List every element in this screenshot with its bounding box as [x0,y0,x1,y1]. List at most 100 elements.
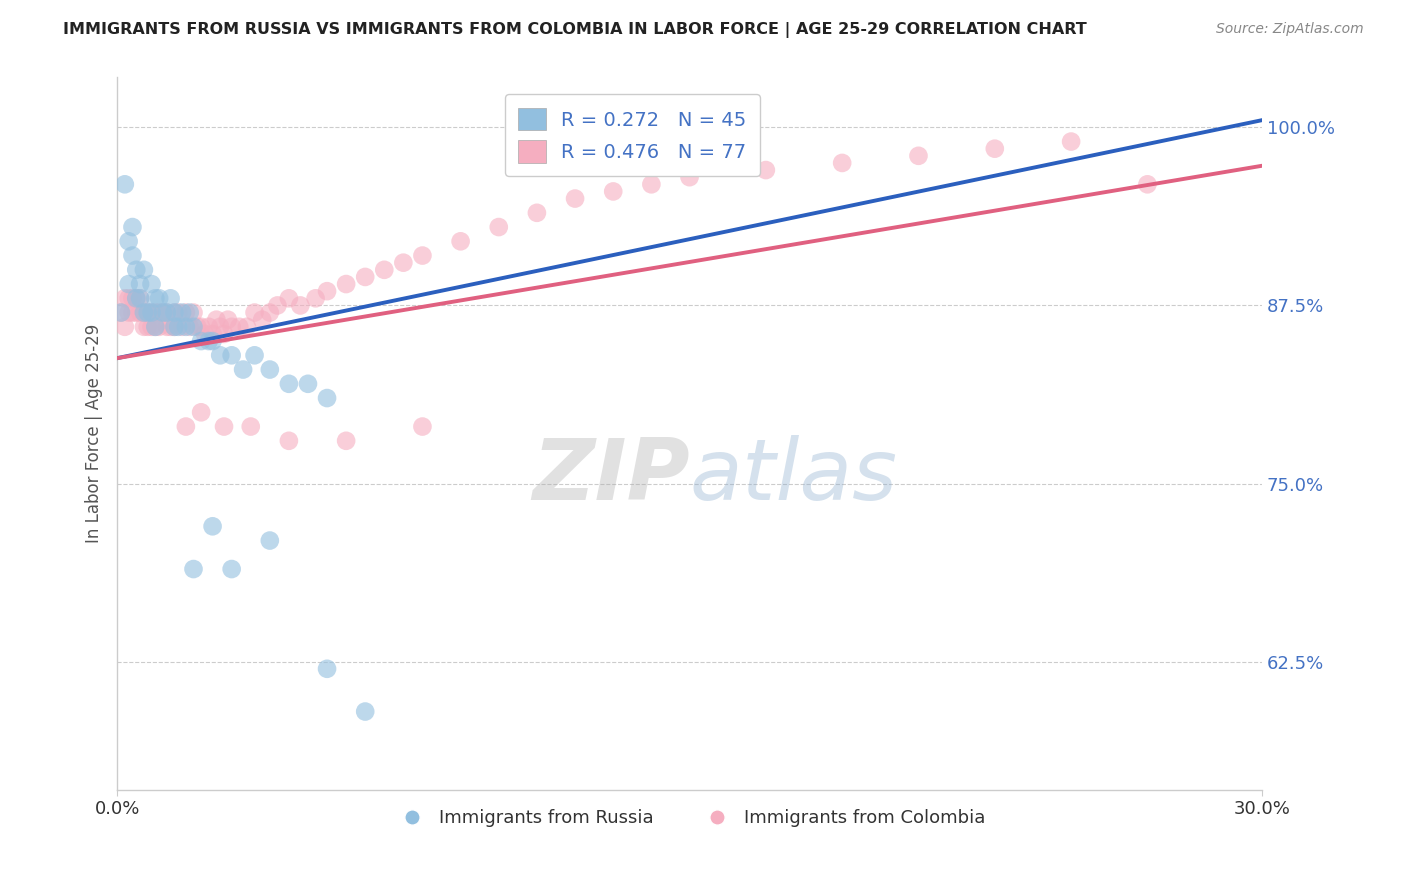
Point [148,305,170,319]
Point [450,235,472,249]
Point [110,305,132,319]
Point [1136,178,1159,192]
Point [678,170,700,185]
Point [121,220,143,235]
Point [217,312,239,326]
Point [141,277,163,291]
Point [194,326,217,341]
Point [602,185,624,199]
Text: Source: ZipAtlas.com: Source: ZipAtlas.com [1216,22,1364,37]
Point [373,262,395,277]
Point [186,319,208,334]
Point [183,319,205,334]
Point [250,312,273,326]
Point [129,291,152,305]
Point [132,305,155,319]
Point [197,319,219,334]
Point [201,334,224,348]
Point [141,305,163,319]
Point [121,291,143,305]
Point [170,319,193,334]
Point [304,291,326,305]
Point [156,305,179,319]
Point [152,305,174,319]
Point [316,284,339,298]
Point [117,235,139,249]
Point [354,269,377,284]
Point [243,305,266,319]
Point [984,142,1007,156]
Point [221,348,243,362]
Point [136,319,159,334]
Point [236,319,259,334]
Point [132,319,155,334]
Point [129,305,152,319]
Point [201,326,224,341]
Point [152,305,174,319]
Point [316,662,339,676]
Text: ZIP: ZIP [531,435,689,518]
Point [232,362,254,376]
Point [167,319,190,334]
Point [110,305,132,319]
Point [163,319,186,334]
Point [277,434,299,448]
Point [159,291,181,305]
Point [190,319,212,334]
Point [354,705,377,719]
Point [174,419,197,434]
Point [259,533,281,548]
Point [179,319,201,334]
Point [141,305,163,319]
Point [159,319,181,334]
Point [121,305,143,319]
Point [335,434,357,448]
Point [392,255,415,269]
Point [125,291,148,305]
Point [212,326,235,341]
Point [114,319,136,334]
Point [163,305,186,319]
Point [125,291,148,305]
Point [183,305,205,319]
Point [156,305,179,319]
Point [297,376,319,391]
Point [831,156,853,170]
Point [117,277,139,291]
Legend: Immigrants from Russia, Immigrants from Colombia: Immigrants from Russia, Immigrants from … [387,802,993,834]
Point [170,305,193,319]
Point [129,277,152,291]
Point [114,178,136,192]
Point [290,298,312,312]
Point [143,305,166,319]
Point [526,206,548,220]
Point [209,319,232,334]
Point [640,178,662,192]
Point [316,391,339,405]
Point [212,419,235,434]
Point [243,348,266,362]
Point [141,319,163,334]
Point [1060,135,1083,149]
Point [411,249,433,263]
Point [167,305,190,319]
Point [136,305,159,319]
Point [163,305,186,319]
Point [221,319,243,334]
Point [335,277,357,291]
Point [148,319,170,334]
Point [266,298,288,312]
Point [117,291,139,305]
Point [205,312,228,326]
Point [201,519,224,533]
Point [143,319,166,334]
Point [129,291,152,305]
Point [183,562,205,576]
Point [259,362,281,376]
Point [132,262,155,277]
Point [136,305,159,319]
Point [277,291,299,305]
Point [179,305,201,319]
Point [190,405,212,419]
Point [121,249,143,263]
